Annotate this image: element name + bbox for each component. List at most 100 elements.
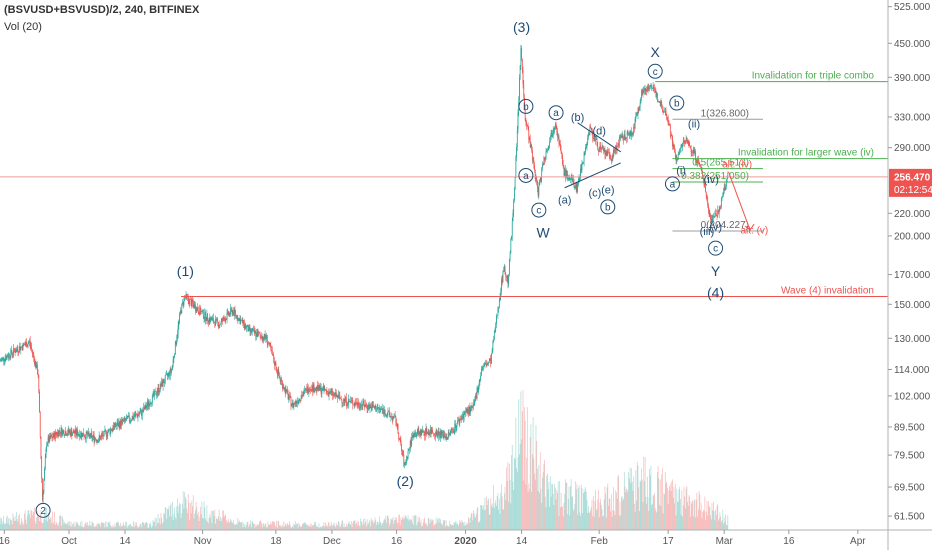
- volume-bar: [528, 492, 529, 530]
- volume-bar: [362, 522, 363, 530]
- candle-body: [57, 432, 58, 435]
- candle-body: [272, 351, 273, 355]
- volume-bar: [492, 507, 493, 530]
- volume-bar: [168, 509, 169, 530]
- volume-bar: [76, 522, 77, 530]
- candle-body: [92, 434, 93, 438]
- volume-bar: [185, 497, 186, 530]
- candle-body: [64, 431, 65, 436]
- candle-body: [388, 411, 389, 412]
- candle-body: [109, 429, 110, 430]
- candle-body: [199, 307, 200, 314]
- candle-body: [102, 435, 103, 436]
- wave-label: b: [674, 99, 680, 110]
- volume-bar: [331, 522, 332, 530]
- candle-body: [620, 136, 621, 138]
- volume-bar: [236, 524, 237, 530]
- volume-bar: [227, 523, 228, 530]
- candles: [0, 45, 728, 504]
- candle-body: [163, 380, 164, 383]
- candle-body: [510, 253, 511, 259]
- candle-body: [402, 451, 403, 454]
- volume-bar: [671, 481, 672, 530]
- volume-bar: [658, 478, 659, 530]
- volume-bar: [59, 516, 60, 530]
- volume-bar: [220, 517, 221, 530]
- candle-body: [225, 319, 226, 322]
- volume-bar: [247, 522, 248, 530]
- candle-body: [543, 158, 544, 165]
- alt-wave-label: alt: (iv): [722, 159, 752, 170]
- candle-body: [173, 357, 174, 359]
- candle-body: [663, 111, 664, 112]
- candle-body: [643, 91, 644, 92]
- candle-body: [412, 435, 413, 437]
- candle-body: [1, 359, 2, 361]
- candle-body: [81, 433, 82, 436]
- wave-label: (e): [601, 185, 614, 197]
- volume-bar: [393, 524, 394, 530]
- candle-body: [148, 403, 149, 406]
- volume-bar: [70, 526, 71, 530]
- volume-bar: [553, 494, 554, 530]
- volume-bar: [255, 525, 256, 530]
- volume-bar: [18, 522, 19, 530]
- candle-body: [605, 151, 606, 155]
- volume-bar: [10, 520, 11, 530]
- volume-bar: [439, 518, 440, 530]
- candle-body: [505, 267, 506, 274]
- volume-bar: [630, 483, 631, 530]
- candle-body: [476, 395, 477, 398]
- volume-bar: [269, 525, 270, 530]
- volume-bar: [23, 523, 24, 530]
- candle-body: [710, 214, 711, 219]
- candle-body: [514, 190, 515, 200]
- candle-body: [495, 330, 496, 331]
- candle-body: [20, 347, 21, 350]
- candle-body: [114, 423, 115, 426]
- candle-body: [386, 415, 387, 416]
- candle-body: [408, 450, 409, 451]
- candle-body: [363, 401, 364, 404]
- candle-body: [262, 338, 263, 340]
- volume-bar: [153, 522, 154, 530]
- candle-body: [648, 87, 649, 90]
- candle-body: [685, 141, 686, 144]
- volume-indicator-label[interactable]: Vol (20): [4, 21, 42, 33]
- volume-bar: [723, 524, 724, 530]
- volume-bar: [180, 504, 181, 530]
- candle-body: [196, 308, 197, 312]
- volume-bar: [454, 522, 455, 530]
- price-axis[interactable]: 525.000450.000390.000330.000290.000220.0…: [888, 0, 932, 550]
- candle-body: [134, 417, 135, 418]
- candle-body: [365, 404, 366, 406]
- volume-bar: [672, 479, 673, 530]
- candle-body: [285, 387, 286, 393]
- candle-body: [715, 213, 716, 214]
- candle-body: [169, 372, 170, 376]
- candle-body: [124, 418, 125, 420]
- candle-body: [198, 310, 199, 312]
- volume-bar: [656, 510, 657, 530]
- volume-bar: [522, 411, 523, 530]
- volume-bar: [234, 525, 235, 530]
- candle-body: [610, 156, 611, 159]
- candle-body: [557, 131, 558, 137]
- volume-bar: [130, 525, 131, 530]
- candle-body: [156, 395, 157, 396]
- volume-bar: [199, 521, 200, 530]
- volume-bar: [110, 525, 111, 530]
- volume-bar: [623, 499, 624, 530]
- volume-bar: [615, 515, 616, 530]
- candle-body: [344, 399, 345, 401]
- candle-body: [518, 112, 519, 129]
- volume-bar: [383, 523, 384, 530]
- volume-bar: [600, 503, 601, 530]
- volume-bar: [611, 494, 612, 530]
- volume-bar: [381, 525, 382, 530]
- candle-body: [298, 401, 299, 403]
- volume-bar: [386, 523, 387, 530]
